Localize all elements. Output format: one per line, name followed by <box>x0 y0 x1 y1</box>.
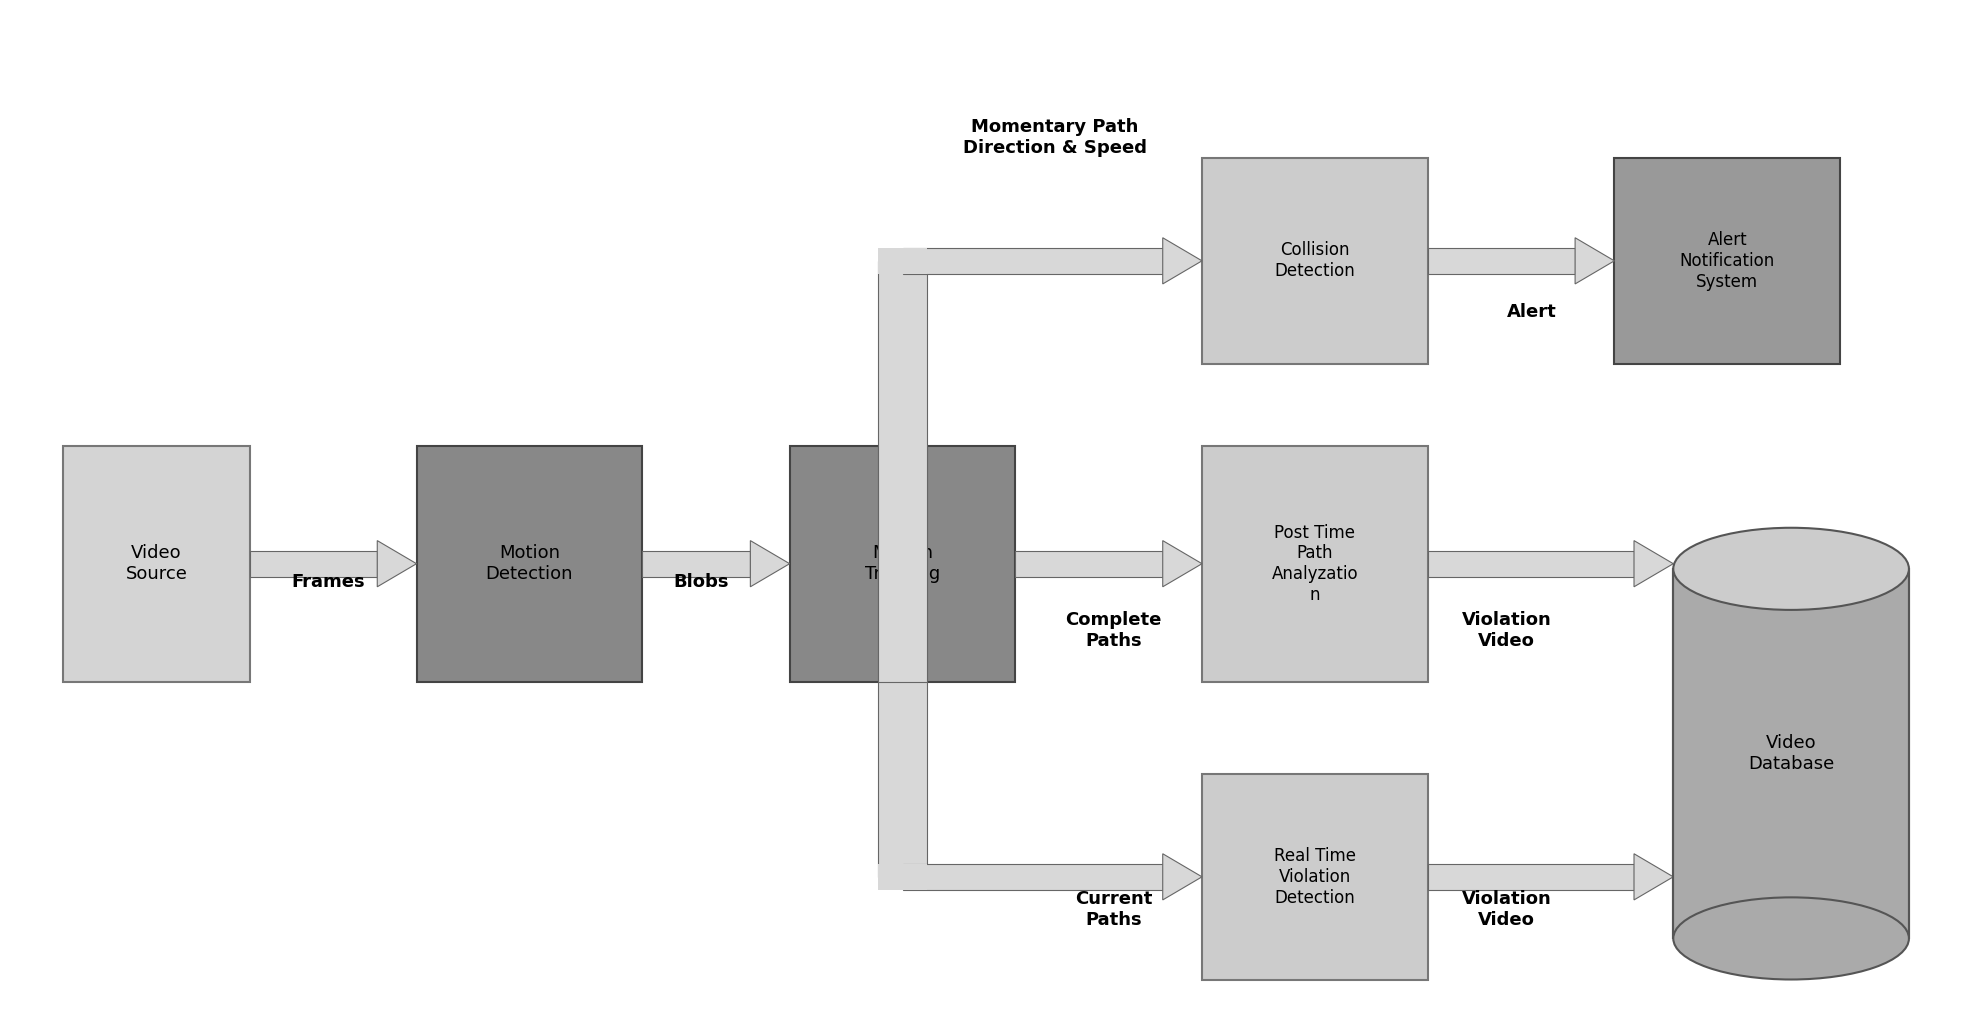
Polygon shape <box>377 540 416 587</box>
Bar <box>1428 864 1635 890</box>
Bar <box>1203 446 1428 682</box>
Text: Motion
Detection: Motion Detection <box>485 544 574 583</box>
Bar <box>63 446 250 682</box>
Text: Blobs: Blobs <box>674 573 730 591</box>
Bar <box>1674 569 1909 939</box>
Bar <box>1016 551 1163 576</box>
Bar <box>416 446 643 682</box>
Polygon shape <box>1576 238 1615 284</box>
Bar <box>1428 551 1635 576</box>
Text: Post Time
Path
Analyzatio
n: Post Time Path Analyzatio n <box>1272 524 1359 603</box>
Text: Complete
Paths: Complete Paths <box>1065 611 1162 650</box>
Polygon shape <box>1163 238 1203 284</box>
Bar <box>1203 774 1428 979</box>
Bar <box>903 864 1163 890</box>
Text: Alert: Alert <box>1507 303 1556 321</box>
Text: Frames: Frames <box>292 573 365 591</box>
Text: Video
Database: Video Database <box>1747 734 1834 773</box>
Text: Collision
Detection: Collision Detection <box>1274 241 1355 280</box>
Text: Violation
Video: Violation Video <box>1461 611 1552 650</box>
Text: Alert
Notification
System: Alert Notification System <box>1680 231 1775 291</box>
Bar <box>878 864 927 890</box>
Polygon shape <box>1635 854 1674 900</box>
Bar <box>643 551 751 576</box>
Polygon shape <box>1635 540 1674 587</box>
Polygon shape <box>1163 854 1203 900</box>
Polygon shape <box>1163 540 1203 587</box>
Text: Violation
Video: Violation Video <box>1461 890 1552 929</box>
Ellipse shape <box>1674 528 1909 610</box>
Bar <box>789 446 1016 682</box>
Bar <box>1203 158 1428 363</box>
Polygon shape <box>751 540 789 587</box>
Bar <box>1615 158 1840 363</box>
Bar <box>1428 248 1576 273</box>
Bar <box>903 248 1163 273</box>
Text: Momentary Path
Direction & Speed: Momentary Path Direction & Speed <box>962 118 1148 157</box>
Ellipse shape <box>1674 897 1909 979</box>
Bar <box>878 446 927 877</box>
Text: Current
Paths: Current Paths <box>1075 890 1152 929</box>
Bar <box>878 261 927 682</box>
Bar <box>878 248 927 273</box>
Text: Real Time
Violation
Detection: Real Time Violation Detection <box>1274 847 1357 907</box>
Bar <box>250 551 377 576</box>
Text: Motion
Tracking: Motion Tracking <box>866 544 941 583</box>
Text: Video
Source: Video Source <box>126 544 187 583</box>
